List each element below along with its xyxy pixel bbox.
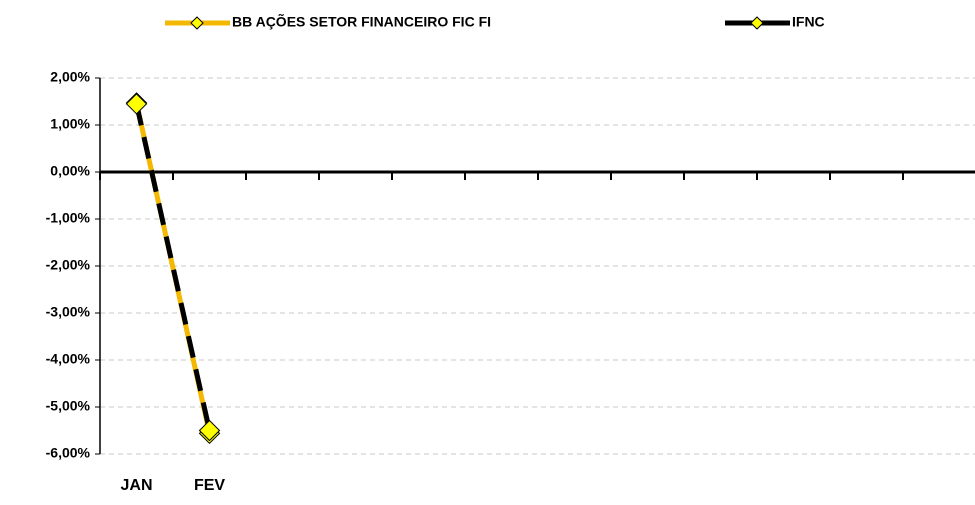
legend-label: IFNC [792,14,825,30]
y-tick-label: -6,00% [46,445,91,461]
marker [198,419,221,442]
y-tick-label: -2,00% [46,257,91,273]
y-tick-label: 0,00% [50,163,90,179]
legend-marker [750,16,764,30]
y-tick-label: -4,00% [46,351,91,367]
y-tick-label: -1,00% [46,210,91,226]
legend-label: BB AÇÕES SETOR FINANCEIRO FIC FI [232,13,491,30]
series-line [134,103,212,432]
y-tick-label: -3,00% [46,304,91,320]
legend-marker [190,16,204,30]
y-tick-label: -5,00% [46,398,91,414]
y-tick-label: 2,00% [50,69,90,85]
y-tick-label: 1,00% [50,116,90,132]
x-tick-label: JAN [120,477,152,494]
marker [125,93,148,115]
x-tick-label: FEV [194,477,225,494]
